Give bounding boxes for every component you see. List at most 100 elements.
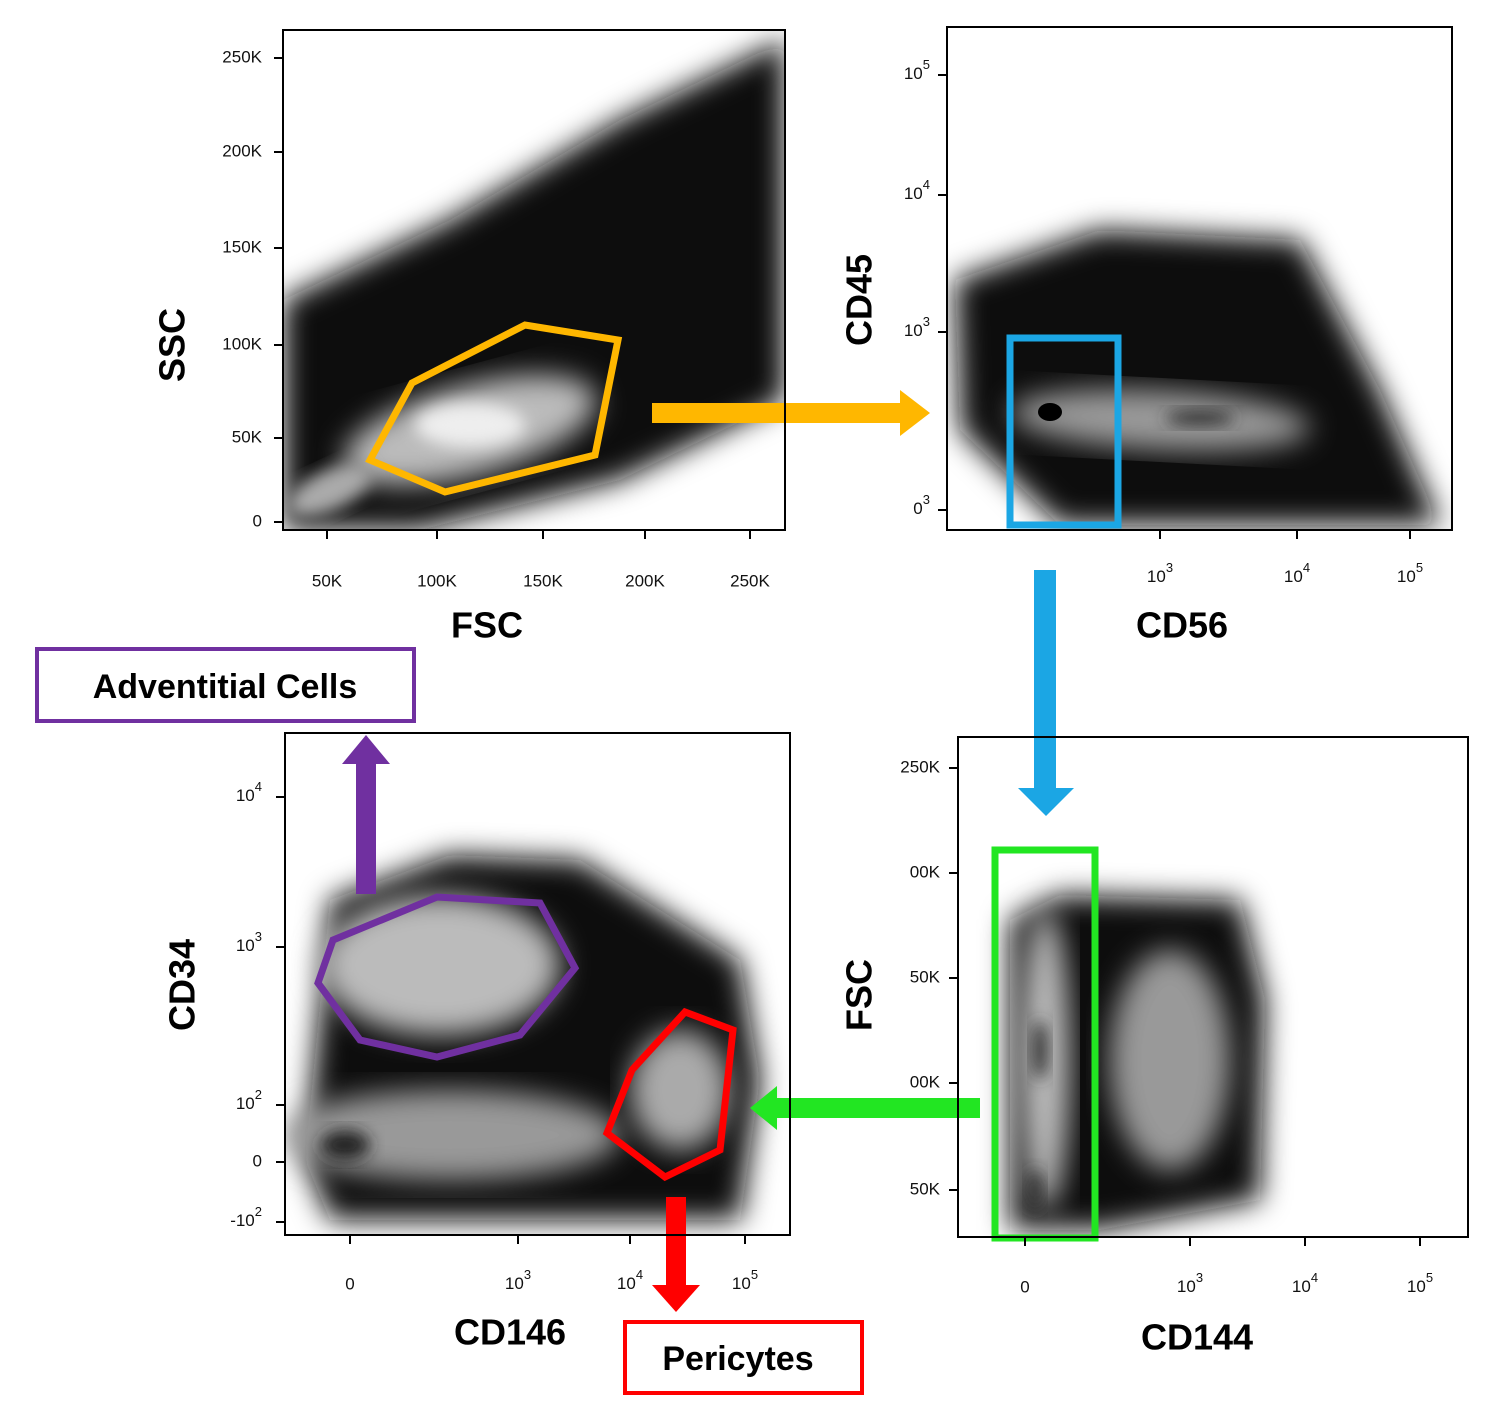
y-axis-label: CD45 — [839, 254, 880, 346]
tick-base: 10 — [236, 936, 255, 955]
tick-base: 10 — [1284, 567, 1303, 586]
tick-label: 100K — [417, 571, 457, 590]
tick-exponent: 4 — [923, 177, 930, 192]
tick-base: 10 — [617, 1274, 636, 1293]
tick-label: 0 — [253, 1151, 262, 1170]
tick-label: 103 — [236, 929, 262, 955]
tick-label: 00K — [910, 1072, 941, 1091]
tick-label: 50K — [312, 571, 343, 590]
tick-label: 50K — [910, 1179, 941, 1198]
arrow — [750, 1086, 980, 1130]
arrow — [652, 390, 930, 436]
x-axis-label: CD144 — [1141, 1317, 1253, 1358]
tick-label: 150K — [222, 237, 262, 256]
tick-base: 10 — [904, 184, 923, 203]
tick-label: 105 — [1407, 1270, 1433, 1296]
tick-exponent: 5 — [923, 57, 930, 72]
density-cloud — [285, 855, 760, 1220]
tick-label: 103 — [1147, 560, 1173, 586]
tick-label: 105 — [1397, 560, 1423, 586]
tick-base: 0 — [913, 499, 922, 518]
density-cloud — [955, 230, 1440, 525]
arrow — [652, 1197, 700, 1312]
tick-label: 100K — [222, 334, 262, 353]
tick-label: 200K — [625, 571, 665, 590]
gate — [602, 1007, 737, 1182]
gate — [365, 321, 623, 496]
tick-base: 10 — [236, 1094, 255, 1113]
tick-label: 104 — [904, 177, 930, 203]
gate — [1006, 334, 1122, 529]
tick-label: 0 — [253, 511, 262, 530]
plot-frame — [957, 736, 1469, 1238]
tick-label: 105 — [904, 57, 930, 83]
tick-label: 104 — [236, 779, 262, 805]
tick-exponent: 4 — [1311, 1270, 1318, 1285]
tick-base: 10 — [505, 1274, 524, 1293]
tick-label: 103 — [1177, 1270, 1203, 1296]
tick-label: -102 — [230, 1204, 262, 1230]
tick-label: 0 — [345, 1274, 354, 1293]
tick-label: 102 — [236, 1087, 262, 1113]
tick-exponent: 3 — [923, 314, 930, 329]
tick-base: 10 — [1397, 567, 1416, 586]
output-box — [35, 647, 416, 723]
plot-frame — [284, 732, 791, 1236]
tick-exponent: 3 — [1196, 1270, 1203, 1285]
x-axis-label: FSC — [451, 605, 523, 646]
y-axis-label: CD34 — [162, 939, 203, 1031]
tick-exponent: 5 — [1426, 1270, 1433, 1285]
tick-exponent: 3 — [524, 1267, 531, 1282]
x-axis-label: CD146 — [454, 1312, 566, 1353]
arrow — [342, 735, 390, 894]
tick-label: 104 — [617, 1267, 643, 1293]
y-axis-label: SSC — [152, 308, 193, 382]
density-cloud — [283, 40, 785, 530]
tick-exponent: 4 — [255, 779, 262, 794]
tick-exponent: 2 — [255, 1087, 262, 1102]
tick-exponent: 3 — [1166, 560, 1173, 575]
plot-frame — [946, 26, 1453, 531]
tick-base: 10 — [1147, 567, 1166, 586]
tick-exponent: 4 — [1303, 560, 1310, 575]
tick-base: 10 — [1407, 1277, 1426, 1296]
tick-label: 150K — [523, 571, 563, 590]
output-box — [623, 1320, 864, 1395]
tick-exponent: 4 — [636, 1267, 643, 1282]
x-axis-label: CD56 — [1136, 605, 1228, 646]
y-axis-label: FSC — [839, 959, 880, 1031]
tick-base: 10 — [1177, 1277, 1196, 1296]
tick-base: 10 — [1292, 1277, 1311, 1296]
tick-label: 200K — [222, 141, 262, 160]
tick-exponent: 3 — [923, 492, 930, 507]
tick-label: 104 — [1292, 1270, 1318, 1296]
tick-base: 10 — [236, 786, 255, 805]
gate — [314, 893, 580, 1061]
tick-label: 00K — [910, 862, 941, 881]
tick-label: 03 — [913, 492, 930, 518]
tick-base: 10 — [904, 64, 923, 83]
tick-label: 0 — [1020, 1277, 1029, 1296]
tick-exponent: 5 — [751, 1267, 758, 1282]
tick-label: 250K — [222, 47, 262, 66]
tick-label: 103 — [505, 1267, 531, 1293]
output-label: Adventitial Cells — [93, 668, 358, 706]
tick-exponent: 2 — [255, 1204, 262, 1219]
tick-label: 105 — [732, 1267, 758, 1293]
tick-base: 10 — [732, 1274, 751, 1293]
output-label: Pericytes — [662, 1340, 813, 1378]
tick-label: 50K — [232, 427, 263, 446]
tick-label: 50K — [910, 967, 941, 986]
tick-exponent: 5 — [1416, 560, 1423, 575]
tick-label: 250K — [730, 571, 770, 590]
tick-label: 103 — [904, 314, 930, 340]
tick-label: 250K — [900, 757, 940, 776]
plot-frame — [282, 29, 786, 531]
arrow — [1018, 570, 1074, 816]
density-cloud — [1010, 895, 1265, 1230]
tick-exponent: 3 — [255, 929, 262, 944]
tick-label: 104 — [1284, 560, 1310, 586]
tick-base: -10 — [230, 1211, 255, 1230]
tick-base: 10 — [904, 321, 923, 340]
